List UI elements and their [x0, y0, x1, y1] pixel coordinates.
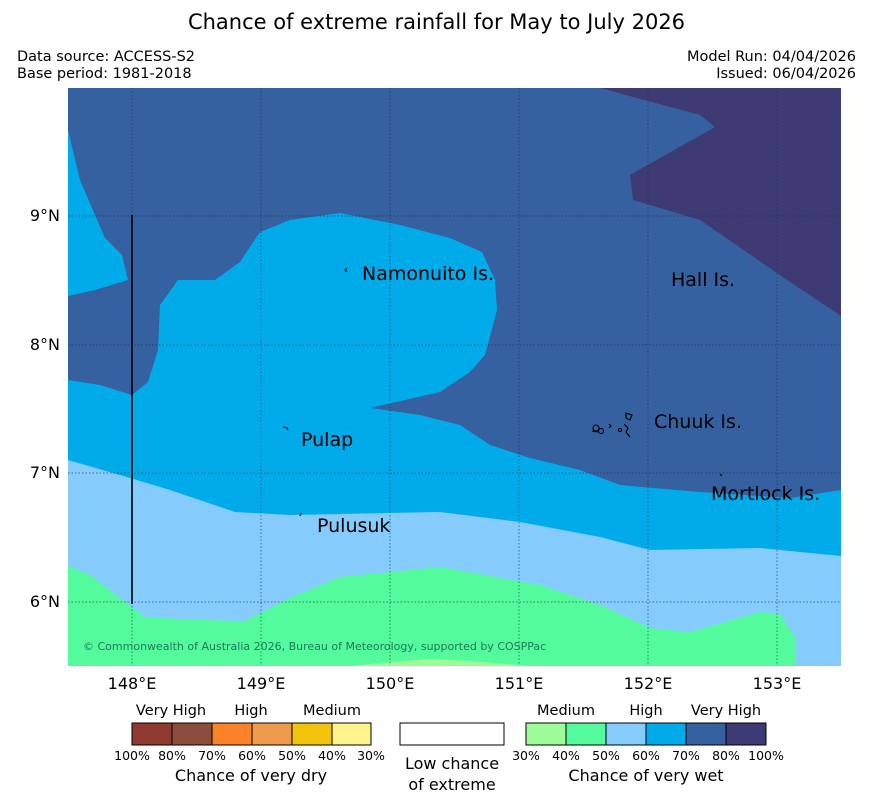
contour-60-70-west [68, 130, 128, 296]
wet-swatch-40-50 [565, 722, 607, 746]
wet-cat-medium: Medium [537, 703, 595, 719]
wet-pct-70: 70% [672, 748, 700, 763]
dry-swatch-60-70 [211, 722, 253, 746]
wet-cat-very-high: Very High [690, 703, 762, 719]
data-source: Data source: ACCESS-S2 [17, 49, 196, 65]
lon-label-151e: 151°E [494, 674, 544, 693]
contour-30-40 [350, 659, 530, 666]
pulusuk-island-icon [299, 512, 302, 517]
contour-40-50 [68, 566, 795, 666]
place-hall: Hall Is. [671, 269, 736, 291]
dry-legend-title: Chance of very dry [174, 766, 328, 785]
base-period: Base period: 1981-2018 [17, 66, 192, 82]
place-pulusuk: Pulusuk [317, 515, 391, 537]
dry-swatch-50-60 [251, 722, 293, 746]
meta-right: Model Run: 04/04/2026 Issued: 06/04/2026 [687, 49, 856, 83]
wet-swatch-60-70 [645, 722, 687, 746]
namonuito-island-icon [344, 267, 348, 273]
gridlines [68, 88, 841, 666]
wet-cat-high: High [629, 703, 663, 719]
place-pulap: Pulap [301, 429, 354, 451]
wet-pct-40: 40% [552, 748, 580, 763]
model-run: Model Run: 04/04/2026 [686, 49, 856, 65]
dry-pct-70: 70% [198, 748, 226, 763]
place-namonuito: Namonuito Is. [362, 263, 495, 285]
dry-swatch-30-40 [331, 722, 372, 746]
lat-label-6n: 6°N [29, 592, 60, 611]
dry-pct-80: 80% [158, 748, 186, 763]
probability-contours [68, 88, 841, 666]
wet-swatch-30-40 [525, 722, 567, 746]
pulap-island-icon [282, 426, 289, 431]
dry-swatch-70-80 [171, 722, 213, 746]
place-mortlock: Mortlock Is. [711, 483, 821, 505]
chuuk-island-icon [591, 412, 633, 438]
wet-pct-30: 30% [512, 748, 540, 763]
wet-swatch-70-80 [685, 722, 727, 746]
low-chance-line2: of extreme [408, 775, 496, 794]
dry-pct-60: 60% [238, 748, 266, 763]
dry-cat-medium: Medium [303, 703, 361, 719]
low-chance-swatch [399, 722, 505, 746]
lat-label-9n: 9°N [29, 206, 60, 225]
wet-swatch-80-100 [725, 722, 767, 746]
island-markers [282, 267, 723, 517]
wet-pct-60: 60% [632, 748, 660, 763]
dry-cat-very-high: Very High [135, 703, 207, 719]
low-chance-line1: Low chance [404, 754, 500, 773]
wet-pct-50: 50% [592, 748, 620, 763]
wet-legend-title: Chance of very wet [568, 766, 724, 785]
lat-label-8n: 8°N [29, 335, 60, 354]
lon-label-152e: 152°E [623, 674, 673, 693]
wet-colorbar [525, 722, 767, 746]
lon-label-150e: 150°E [365, 674, 415, 693]
copyright-notice: © Commonwealth of Australia 2026, Bureau… [83, 640, 547, 653]
issued-date: Issued: 06/04/2026 [716, 66, 856, 82]
dry-pct-40: 40% [318, 748, 346, 763]
lat-label-7n: 7°N [29, 463, 60, 482]
meta-left: Data source: ACCESS-S2 Base period: 1981… [17, 49, 195, 83]
map-title: Chance of extreme rainfall for May to Ju… [187, 10, 686, 34]
dry-pct-100: 100% [114, 748, 150, 763]
lon-label-153e: 153°E [752, 674, 802, 693]
mortlock-island-icon [719, 473, 723, 477]
wet-pct-80: 80% [712, 748, 740, 763]
dry-swatch-40-50 [291, 722, 333, 746]
dry-swatch-80-100 [131, 722, 173, 746]
dry-colorbar [131, 722, 372, 746]
lon-label-149e: 149°E [236, 674, 286, 693]
dry-pct-50: 50% [278, 748, 306, 763]
wet-pct-100: 100% [748, 748, 784, 763]
dry-cat-high: High [234, 703, 268, 719]
low-chance-label: Low chance of extreme [392, 753, 512, 795]
dry-pct-30: 30% [357, 748, 385, 763]
lon-label-148e: 148°E [107, 674, 157, 693]
wet-swatch-50-60 [605, 722, 647, 746]
contour-80-100 [600, 88, 841, 316]
place-chuuk: Chuuk Is. [654, 411, 742, 433]
